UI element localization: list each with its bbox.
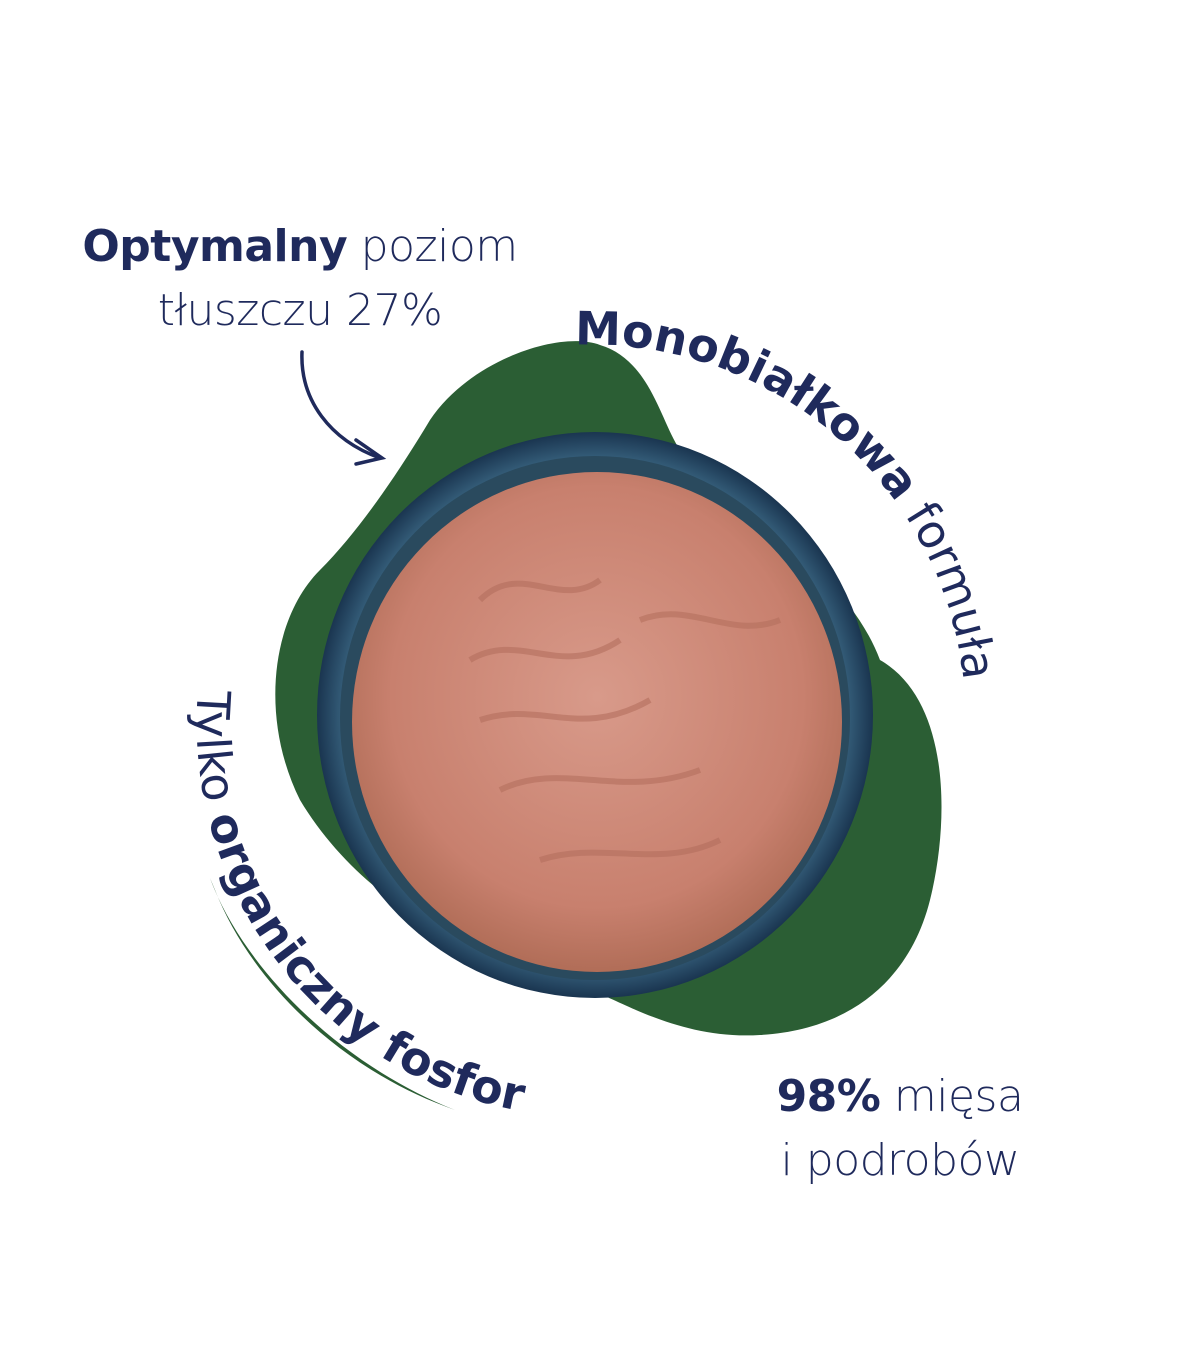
meat-feature-text: 98% mięsa i podrobów	[720, 1065, 1080, 1193]
curved-arrow-icon	[300, 350, 387, 466]
fat-bold: Optymalny	[82, 221, 348, 272]
fat-line2: tłuszczu 27%	[157, 285, 443, 336]
pate-texture	[468, 577, 782, 863]
meat-bold: 98%	[776, 1071, 881, 1122]
meat-line2: i podrobów	[780, 1135, 1020, 1186]
protein-rest: formuła	[887, 479, 1006, 683]
fat-rest: poziom	[347, 221, 518, 272]
fat-feature-text: Optymalny poziom tłuszczu 27%	[40, 215, 560, 343]
phosphorus-pre: Tylko	[185, 688, 250, 820]
meat-rest: mięsa	[880, 1071, 1024, 1122]
pate-food	[352, 472, 842, 972]
